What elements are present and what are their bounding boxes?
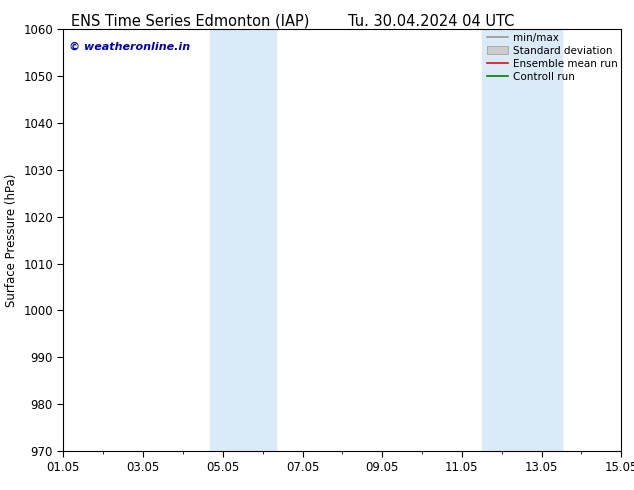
Text: © weatheronline.in: © weatheronline.in: [69, 42, 190, 52]
Bar: [210, 29, 276, 451]
Legend: min/max, Standard deviation, Ensemble mean run, Controll run: min/max, Standard deviation, Ensemble me…: [488, 32, 618, 82]
Text: ENS Time Series Edmonton (IAP): ENS Time Series Edmonton (IAP): [71, 14, 309, 29]
Text: Tu. 30.04.2024 04 UTC: Tu. 30.04.2024 04 UTC: [348, 14, 514, 29]
Y-axis label: Surface Pressure (hPa): Surface Pressure (hPa): [4, 173, 18, 307]
Bar: [482, 29, 562, 451]
